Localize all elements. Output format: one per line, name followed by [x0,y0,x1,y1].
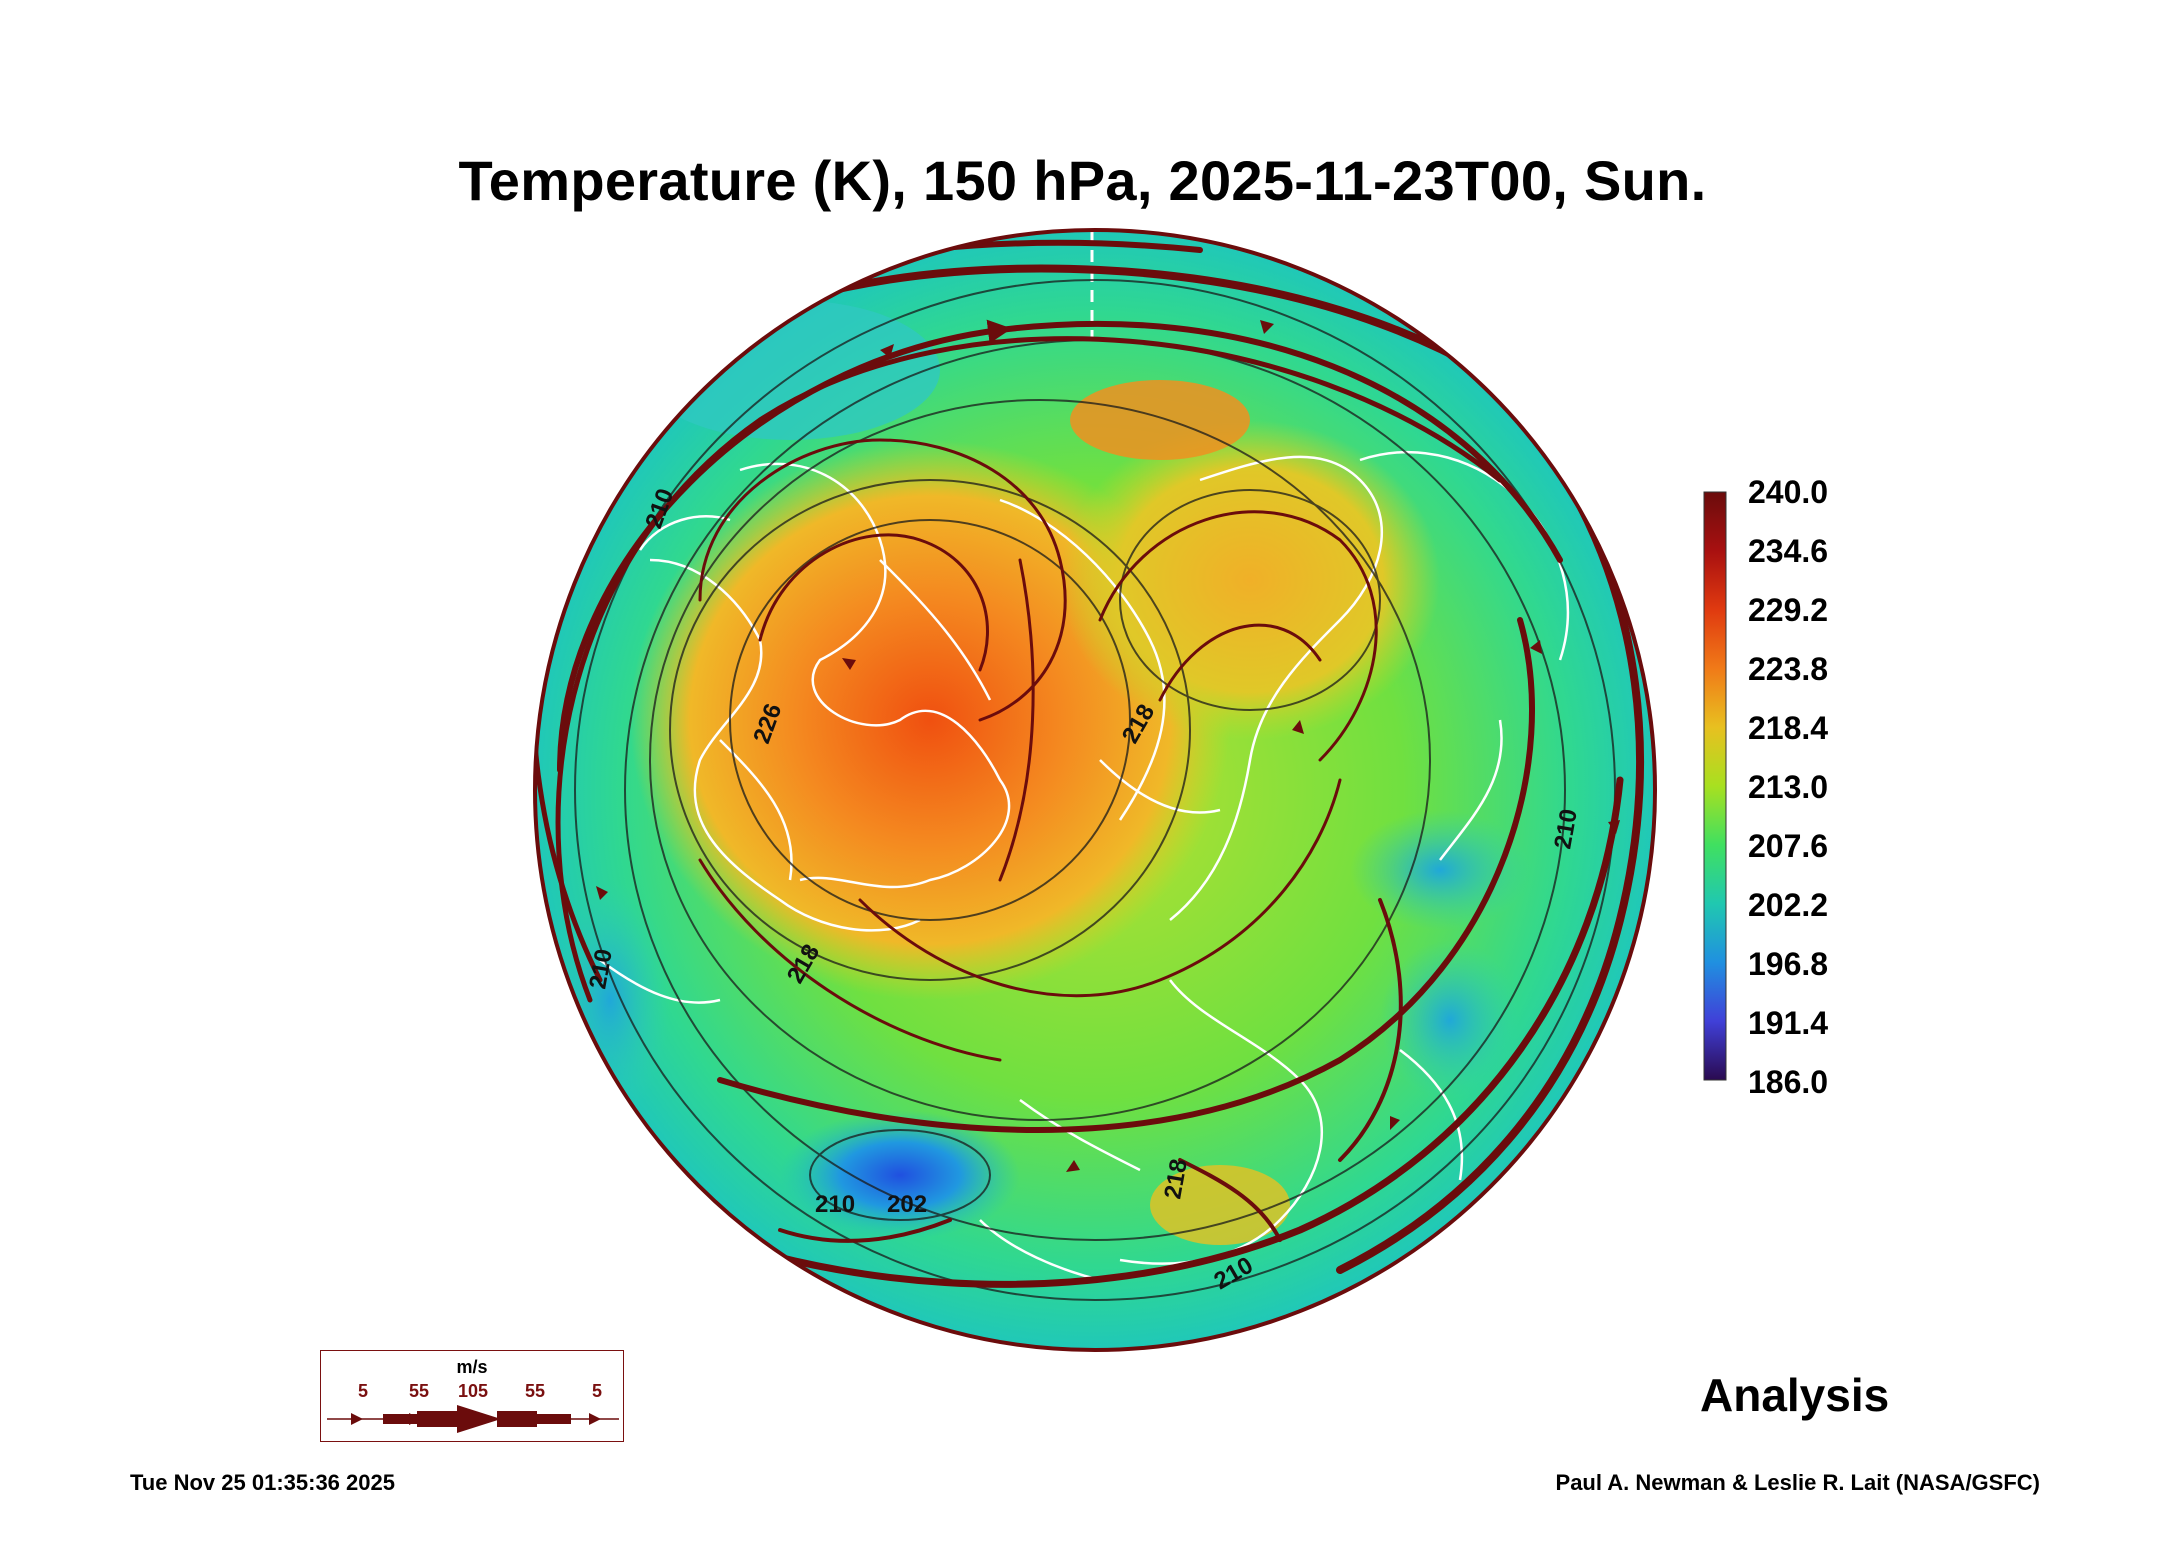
colorbar-label: 186.0 [1748,1064,1829,1100]
wind-speed-label: 5 [357,1381,369,1401]
globe [535,230,1655,1350]
colorbar [1703,491,1727,1081]
colorbar-label: 191.4 [1748,1005,1829,1041]
colorbar-label: 234.6 [1748,533,1829,569]
wind-speed-label: 105 [457,1381,489,1401]
colorbar-label: 218.4 [1748,710,1829,746]
timestamp: Tue Nov 25 01:35:36 2025 [130,1470,395,1495]
contour-label: 202 [887,1191,927,1218]
wind-speed-key: m/s 5 55 105 55 5 [320,1350,624,1442]
colorbar-label: 223.8 [1748,651,1829,687]
globe-rim [533,228,1657,1352]
colorbar-label: 229.2 [1748,592,1829,628]
credit-line: Paul A. Newman & Leslie R. Lait (NASA/GS… [1555,1470,2040,1495]
wind-speed-label: 5 [591,1381,603,1401]
colorbar-label: 213.0 [1748,769,1829,805]
analysis-label: Analysis [1700,1369,1890,1421]
wind-speed-label: 55 [524,1381,546,1401]
chart-title: Temperature (K), 150 hPa, 2025-11-23T00,… [458,149,1707,212]
wind-unit-label: m/s [456,1357,488,1377]
streamline-arrows [596,320,1620,1250]
wind-speed-label: 55 [408,1381,430,1401]
colorbar-label: 196.8 [1748,946,1829,982]
contour-label: 210 [815,1191,855,1218]
wind-key-graphic [327,1405,619,1433]
colorbar-label: 207.6 [1748,828,1829,864]
colorbar-label: 202.2 [1748,887,1829,923]
colorbar-label: 240.0 [1748,474,1829,510]
